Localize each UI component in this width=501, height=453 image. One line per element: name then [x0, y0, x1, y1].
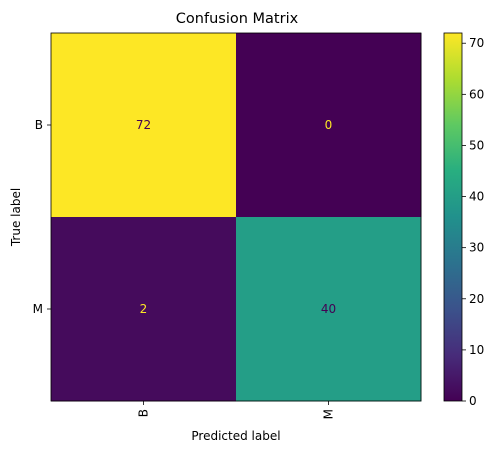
- cell-value-label: 72: [136, 118, 151, 132]
- colorbar-tick-label: 40: [469, 190, 484, 204]
- heatmap-cell: [236, 217, 422, 402]
- colorbar: [444, 33, 462, 401]
- plot-frame: [50, 32, 422, 402]
- heatmap-cell: [51, 33, 237, 218]
- colorbar-frame: [443, 32, 463, 402]
- y-axis-label: True label: [9, 188, 23, 247]
- y-axis-ticks: BM: [33, 118, 51, 316]
- cell-value-label: 2: [140, 302, 148, 316]
- heatmap-cells: [51, 33, 422, 402]
- colorbar-tick-label: 20: [469, 292, 484, 306]
- heatmap-cell: [51, 217, 237, 402]
- chart-title: Confusion Matrix: [176, 11, 299, 27]
- colorbar-tick-label: 60: [469, 87, 484, 101]
- heatmap-cell: [236, 33, 422, 218]
- cell-value-label: 40: [321, 302, 336, 316]
- colorbar-tick-label: 10: [469, 343, 484, 357]
- colorbar-ticks: 0 10 20 30 40 50 60 70: [462, 36, 484, 408]
- cell-value-label: 0: [325, 118, 333, 132]
- colorbar-tick-label: 70: [469, 36, 484, 50]
- heatmap-cell-labels: 72 0 2 40: [136, 118, 336, 316]
- colorbar-tick-label: 30: [469, 241, 484, 255]
- x-axis-label: Predicted label: [191, 429, 280, 443]
- colorbar-tick-label: 0: [469, 394, 477, 408]
- x-tick-label: M: [322, 409, 336, 419]
- x-tick-label: B: [137, 409, 151, 417]
- y-tick-label: B: [35, 118, 43, 132]
- colorbar-tick-label: 50: [469, 138, 484, 152]
- y-tick-label: M: [33, 302, 43, 316]
